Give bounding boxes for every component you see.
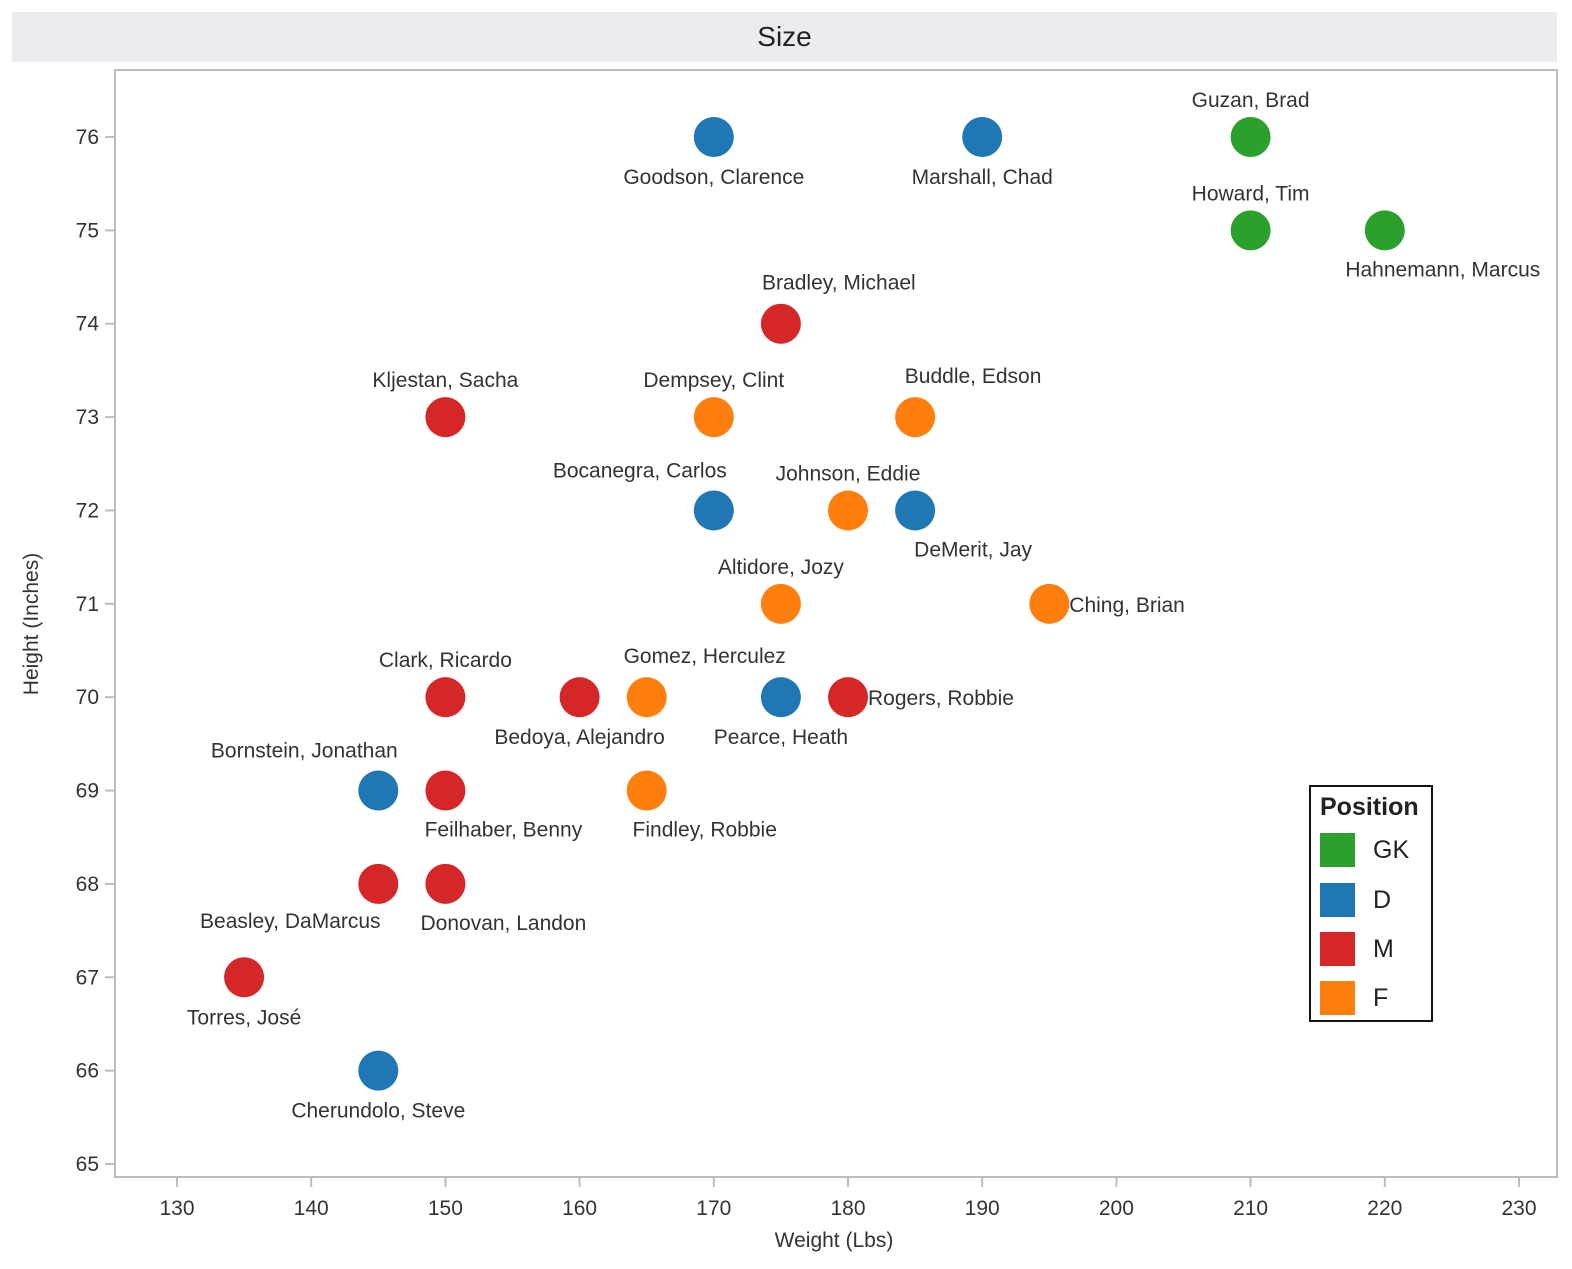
- x-tick-label: 160: [562, 1197, 597, 1220]
- x-tick-label: 180: [830, 1197, 865, 1220]
- data-point[interactable]: [425, 770, 466, 811]
- legend-swatch-d: [1320, 883, 1355, 917]
- point-label: Bocanegra, Carlos: [553, 459, 727, 482]
- x-tick-label: 150: [428, 1197, 463, 1220]
- y-tick-label: 67: [76, 966, 99, 989]
- data-point[interactable]: [895, 397, 936, 438]
- legend-swatch-gk: [1320, 833, 1355, 867]
- x-tick-label: 200: [1099, 1197, 1134, 1220]
- y-tick-label: 65: [76, 1153, 99, 1176]
- data-point[interactable]: [358, 863, 399, 904]
- legend-label-gk: GK: [1373, 835, 1410, 864]
- y-tick-label: 70: [76, 686, 99, 709]
- legend: Position GK D M F: [1309, 785, 1433, 1022]
- y-tick-label: 74: [76, 313, 100, 336]
- x-tick-label: 190: [965, 1197, 1000, 1220]
- point-label: Dempsey, Clint: [643, 369, 784, 392]
- data-point[interactable]: [895, 490, 936, 531]
- data-point[interactable]: [828, 677, 868, 718]
- y-tick-label: 76: [76, 126, 99, 149]
- y-tick-label: 66: [76, 1060, 99, 1083]
- point-label: Cherundolo, Steve: [291, 1100, 465, 1123]
- legend-item-m[interactable]: M: [1320, 932, 1394, 966]
- y-tick-label: 68: [76, 873, 99, 896]
- point-label: Bornstein, Jonathan: [211, 740, 398, 763]
- legend-title: Position: [1320, 793, 1419, 821]
- point-label: DeMerit, Jay: [914, 538, 1032, 561]
- data-point[interactable]: [425, 677, 466, 718]
- point-label: Findley, Robbie: [633, 819, 777, 842]
- x-axis-title: Weight (Lbs): [775, 1229, 894, 1252]
- x-tick-label: 210: [1233, 1197, 1268, 1220]
- data-point[interactable]: [693, 117, 734, 157]
- point-label: Goodson, Clarence: [623, 166, 804, 189]
- data-point[interactable]: [425, 863, 466, 904]
- data-point[interactable]: [693, 490, 734, 531]
- data-point[interactable]: [760, 303, 801, 344]
- point-labels: Goodson, Clarence Marshall, Chad Guzan, Br…: [187, 89, 1540, 1123]
- point-label: Torres, José: [187, 1006, 301, 1029]
- point-label: Howard, Tim: [1192, 182, 1310, 205]
- x-tick-label: 220: [1367, 1197, 1402, 1220]
- legend-item-gk[interactable]: GK: [1320, 833, 1409, 867]
- point-label: Altidore, Jozy: [718, 556, 845, 579]
- data-point[interactable]: [559, 677, 600, 718]
- point-label: Johnson, Eddie: [776, 462, 921, 485]
- point-label: Guzan, Brad: [1192, 89, 1310, 112]
- data-point[interactable]: [1230, 210, 1271, 251]
- chart-title: Size: [757, 21, 812, 52]
- point-label: Bradley, Michael: [762, 272, 916, 295]
- data-point[interactable]: [828, 490, 868, 531]
- data-point[interactable]: [224, 957, 265, 998]
- chart-title-bar: Size: [12, 12, 1557, 62]
- data-point[interactable]: [626, 770, 667, 811]
- y-axis-title: Height (Inches): [20, 553, 43, 695]
- point-label: Beasley, DaMarcus: [200, 910, 381, 933]
- point-label: Bedoya, Alejandro: [494, 726, 664, 749]
- legend-label-m: M: [1373, 934, 1394, 963]
- data-points: [224, 117, 1405, 1091]
- data-point[interactable]: [693, 397, 734, 438]
- data-point[interactable]: [626, 677, 667, 718]
- point-label: Marshall, Chad: [912, 166, 1053, 189]
- point-label: Buddle, Edson: [905, 365, 1042, 388]
- point-label: Clark, Ricardo: [379, 649, 512, 672]
- data-point[interactable]: [962, 117, 1003, 157]
- data-point[interactable]: [358, 1050, 399, 1091]
- point-label: Pearce, Heath: [714, 726, 848, 749]
- point-label: Feilhaber, Benny: [425, 819, 583, 842]
- y-tick-label: 75: [76, 219, 99, 242]
- y-tick-label: 73: [76, 406, 99, 429]
- legend-swatch-f: [1320, 981, 1355, 1015]
- y-tick-label: 69: [76, 780, 99, 803]
- point-label: Rogers, Robbie: [868, 687, 1014, 710]
- point-label: Ching, Brian: [1069, 594, 1185, 617]
- data-point[interactable]: [358, 770, 399, 811]
- x-tick-label: 230: [1501, 1197, 1536, 1220]
- data-point[interactable]: [425, 397, 466, 438]
- data-point[interactable]: [1230, 117, 1271, 157]
- point-label: Gomez, Herculez: [624, 645, 786, 668]
- legend-swatch-m: [1320, 932, 1355, 966]
- legend-label-f: F: [1373, 983, 1389, 1012]
- axes: 65 66 67 68 69 70 71 72 73 74 75 76 130 140 150 160 170 1…: [76, 69, 1558, 1220]
- x-tick-label: 170: [696, 1197, 731, 1220]
- y-tick-label: 71: [76, 593, 99, 616]
- data-point[interactable]: [760, 583, 801, 624]
- data-point[interactable]: [760, 677, 801, 718]
- y-tick-label: 72: [76, 499, 99, 522]
- legend-label-d: D: [1373, 885, 1392, 914]
- data-point[interactable]: [1029, 583, 1070, 624]
- data-point[interactable]: [1364, 210, 1405, 251]
- legend-item-d[interactable]: D: [1320, 883, 1391, 917]
- point-label: Donovan, Landon: [420, 912, 586, 935]
- point-label: Hahnemann, Marcus: [1345, 258, 1540, 281]
- x-tick-label: 130: [159, 1197, 194, 1220]
- x-tick-label: 140: [294, 1197, 329, 1220]
- point-label: Kljestan, Sacha: [372, 369, 518, 392]
- legend-item-f[interactable]: F: [1320, 981, 1388, 1015]
